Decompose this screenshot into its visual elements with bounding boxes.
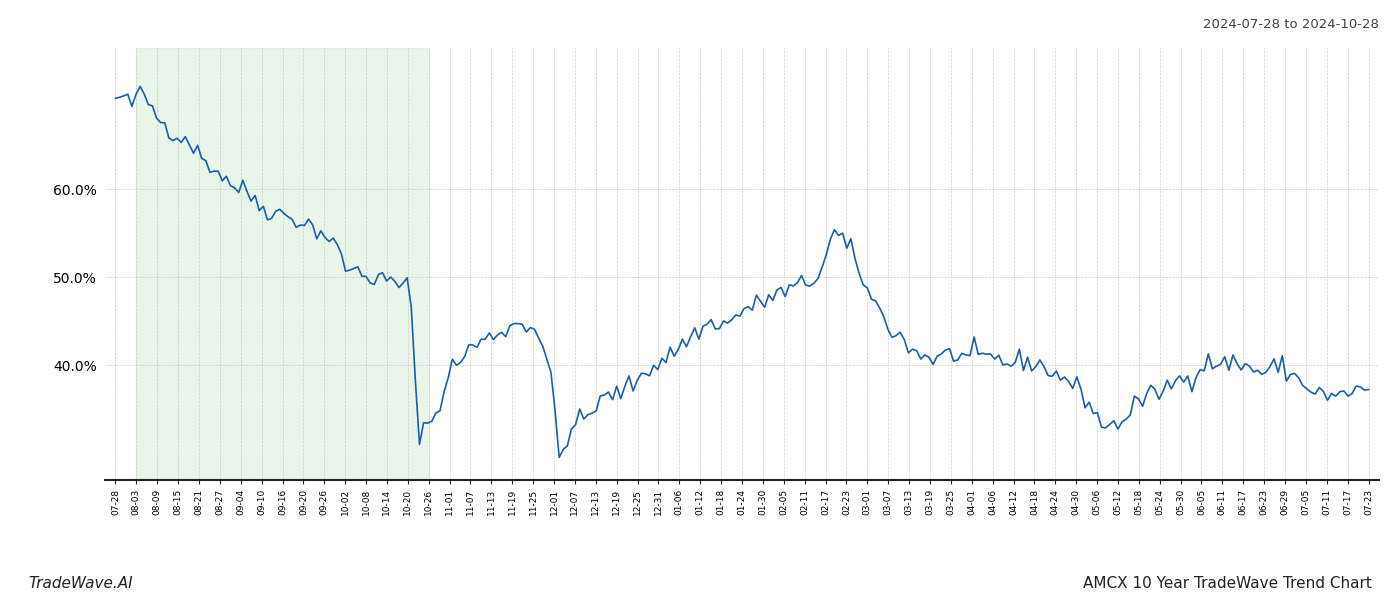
Text: AMCX 10 Year TradeWave Trend Chart: AMCX 10 Year TradeWave Trend Chart (1084, 576, 1372, 591)
Text: TradeWave.AI: TradeWave.AI (28, 576, 133, 591)
Text: 2024-07-28 to 2024-10-28: 2024-07-28 to 2024-10-28 (1203, 18, 1379, 31)
Bar (136, 48, 428, 480)
